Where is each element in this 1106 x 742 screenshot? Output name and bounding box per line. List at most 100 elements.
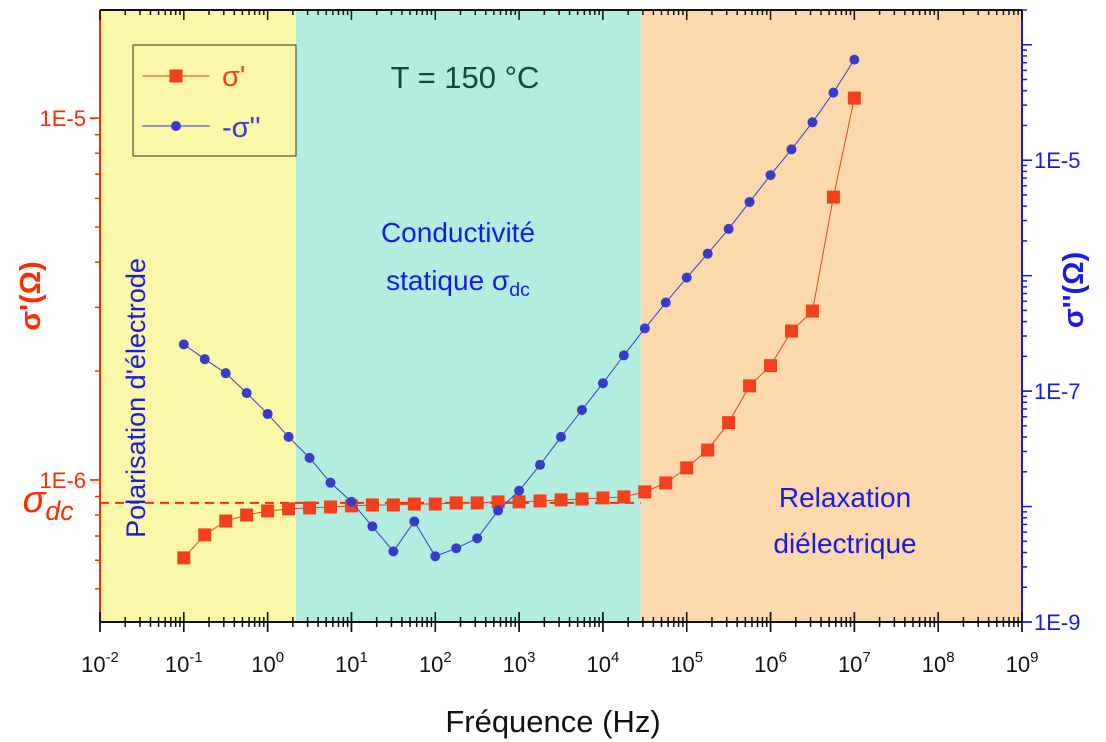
point — [323, 500, 337, 514]
point — [659, 476, 673, 490]
y-tick-label: 1E-5 — [40, 106, 86, 131]
x-tick-label: 109 — [1006, 649, 1039, 677]
point — [367, 521, 378, 532]
annotation: Relaxation — [779, 482, 911, 513]
point — [240, 508, 254, 522]
point — [805, 304, 819, 318]
point — [325, 477, 336, 488]
point — [849, 54, 860, 65]
point — [660, 297, 671, 308]
point — [472, 533, 483, 544]
point — [199, 354, 210, 365]
legend: σ' -σ'' — [132, 44, 297, 157]
x-tick-label: 102 — [419, 649, 452, 677]
point — [219, 514, 233, 528]
annotation: T = 150 °C — [391, 60, 540, 95]
point — [723, 223, 734, 234]
point — [430, 551, 441, 562]
point — [722, 416, 736, 430]
legend-marker — [171, 121, 181, 131]
y2-axis-title: σ''(Ω) — [1058, 252, 1090, 328]
point — [639, 323, 650, 334]
point — [512, 495, 526, 509]
x-tick-label: 107 — [838, 649, 871, 677]
point — [220, 368, 231, 379]
point — [786, 144, 797, 155]
point — [262, 408, 273, 419]
point — [764, 359, 778, 373]
x-tick-label: 108 — [922, 649, 955, 677]
region — [295, 10, 641, 622]
point — [576, 404, 587, 415]
point — [241, 388, 252, 399]
point — [618, 350, 629, 361]
point — [617, 490, 631, 504]
point — [365, 498, 379, 512]
point — [680, 461, 694, 475]
point — [702, 248, 713, 259]
point — [807, 117, 818, 128]
x-tick-label: 103 — [503, 649, 536, 677]
x-tick-label: 100 — [251, 649, 284, 677]
point — [283, 431, 294, 442]
point — [597, 378, 608, 389]
y-axis-title: σ'(Ω) — [15, 261, 47, 330]
y2-tick-label: 1E-5 — [1034, 148, 1080, 173]
point — [428, 497, 442, 511]
point — [596, 491, 610, 505]
point — [346, 496, 357, 507]
annotation: statique σdc — [386, 265, 530, 301]
point — [407, 497, 421, 511]
point — [303, 501, 317, 515]
point — [554, 493, 568, 507]
point — [784, 324, 798, 338]
point — [533, 494, 547, 508]
y2-tick-label: 1E-9 — [1034, 610, 1080, 635]
point — [826, 190, 840, 204]
point — [575, 492, 589, 506]
legend-label: σ' — [222, 61, 245, 93]
x-tick-label: 10-1 — [165, 649, 203, 677]
point — [743, 379, 757, 393]
point — [198, 528, 212, 542]
point — [847, 91, 861, 105]
x-tick-label: 104 — [586, 649, 619, 677]
annotation: diélectrique — [773, 528, 916, 559]
point — [681, 272, 692, 283]
point — [493, 505, 504, 516]
point — [535, 459, 546, 470]
point — [177, 551, 191, 565]
x-axis-title: Fréquence (Hz) — [445, 704, 660, 739]
point — [282, 502, 296, 516]
point — [701, 443, 715, 457]
legend-box — [132, 44, 297, 157]
point — [828, 87, 839, 98]
point — [449, 496, 463, 510]
point — [491, 495, 505, 509]
point — [178, 339, 189, 350]
x-tick-label: 101 — [335, 649, 368, 677]
y2-tick-label: 1E-7 — [1034, 379, 1080, 404]
region — [640, 10, 1022, 622]
point — [744, 196, 755, 207]
point — [470, 496, 484, 510]
point — [555, 431, 566, 442]
point — [451, 543, 462, 554]
legend-marker — [169, 69, 183, 83]
plot-area — [100, 54, 861, 565]
point — [409, 516, 420, 527]
point — [304, 452, 315, 463]
point — [386, 498, 400, 512]
annotation: Polarisation d'électrode — [121, 258, 151, 538]
point — [514, 485, 525, 496]
annotation: Conductivité — [381, 217, 535, 248]
point — [765, 170, 776, 181]
x-tick-label: 106 — [754, 649, 787, 677]
x-tick-label: 105 — [670, 649, 703, 677]
y-tick-label: 1E-6 — [40, 468, 86, 493]
point — [388, 546, 399, 557]
point — [261, 504, 275, 518]
regions — [100, 10, 1022, 622]
